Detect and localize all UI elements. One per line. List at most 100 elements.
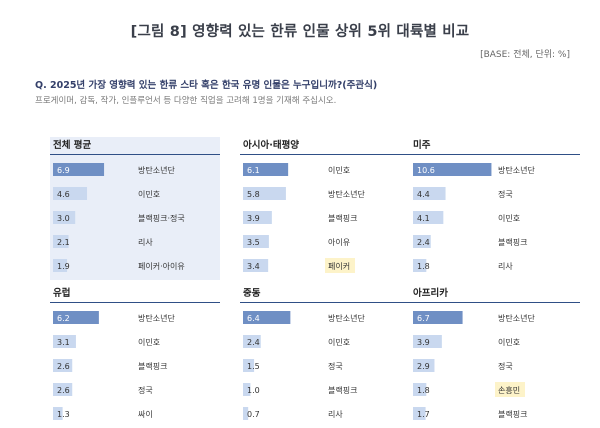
panel-europe: 유럽 6.2 방탄소년단 3.1 이민호 2.6 블랙핑크 2.6 정국 1.3 싸이 (50, 285, 220, 428)
value-label: 6.4 (247, 314, 260, 323)
category-label: 페이커·아이유 (138, 261, 185, 271)
category-label: 손흥민 (498, 385, 520, 395)
category-label: 리사 (138, 238, 153, 247)
bar (243, 259, 269, 272)
bar (413, 235, 431, 248)
panel-overall: 전체 평균 6.9 방탄소년단 4.6 이민호 3.0 블랙핑크·정국 2.1 리사 1.9 페이… (50, 137, 220, 280)
bar (243, 311, 291, 324)
value-label: 1.5 (247, 362, 260, 371)
bar (53, 311, 99, 324)
value-label: 5.8 (247, 190, 260, 199)
panel-asia-pacific: 아시아·태평양 6.1 이민호 5.8 방탄소년단 3.9 블랙핑크 3.5 아이유 3.4 페이… (240, 137, 410, 280)
bar (53, 187, 88, 200)
bar (243, 383, 251, 396)
value-label: 3.9 (247, 214, 260, 223)
category-label: 이민호 (138, 189, 160, 199)
bar (53, 383, 73, 396)
panel-title: 전체 평균 (50, 137, 220, 155)
bar (413, 211, 444, 224)
category-label: 정국 (498, 361, 513, 371)
bar (53, 163, 105, 176)
value-label: 6.2 (57, 314, 70, 323)
category-label: 이민호 (498, 337, 520, 347)
bar (243, 187, 286, 200)
bar (53, 407, 63, 420)
value-label: 3.1 (57, 338, 70, 347)
value-label: 6.1 (247, 166, 260, 175)
category-label: 블랙핑크 (328, 213, 357, 223)
panel-middle-east: 중동 6.4 방탄소년단 2.4 이민호 1.5 정국 1.0 블랙핑크 0.7 리사 (240, 285, 410, 428)
bar (243, 235, 269, 248)
value-label: 2.4 (247, 338, 260, 347)
value-label: 2.1 (57, 238, 70, 247)
base-note: [BASE: 전체, 단위: %] (480, 50, 570, 60)
value-label: 2.9 (417, 362, 430, 371)
bar (243, 211, 272, 224)
panel-americas: 미주 10.6 방탄소년단 4.4 정국 4.1 이민호 2.4 블랙핑크 1.8 리사 (410, 137, 580, 280)
panel-title: 아시아·태평양 (240, 137, 410, 155)
bar (53, 211, 76, 224)
value-label: 3.9 (417, 338, 430, 347)
category-label: 페이커 (328, 261, 350, 271)
category-label: 방탄소년단 (328, 189, 365, 199)
value-label: 3.4 (247, 262, 260, 271)
category-label: 정국 (328, 361, 343, 371)
category-label: 정국 (498, 189, 513, 199)
value-label: 4.6 (57, 190, 70, 199)
value-label: 3.0 (57, 214, 70, 223)
category-label: 이민호 (328, 165, 350, 175)
category-label: 방탄소년단 (328, 313, 365, 323)
category-label: 정국 (138, 385, 153, 395)
value-label: 2.6 (57, 386, 70, 395)
question-text: Q. 2025년 가장 영향력 있는 한류 스타 혹은 한국 유명 인물은 누구… (35, 80, 378, 91)
panel-africa: 아프리카 6.7 방탄소년단 3.9 이민호 2.9 정국 1.8 손흥민 1.7 블랙핑크 (410, 285, 580, 428)
highlight-box (495, 382, 525, 397)
bar (53, 235, 69, 248)
category-label: 방탄소년단 (498, 313, 535, 323)
bar (413, 187, 446, 200)
category-label: 이민호 (498, 213, 520, 223)
category-label: 이민호 (138, 337, 160, 347)
value-label: 2.6 (57, 362, 70, 371)
value-label: 1.8 (417, 386, 430, 395)
value-label: 2.4 (417, 238, 430, 247)
bar (243, 335, 261, 348)
value-label: 4.1 (417, 214, 430, 223)
category-label: 블랙핑크 (138, 361, 167, 371)
bar-chart-overall: 6.9 방탄소년단 4.6 이민호 3.0 블랙핑크·정국 2.1 리사 1.9 페이커·아이유 (53, 163, 185, 272)
value-label: 10.6 (417, 166, 435, 175)
bar (413, 259, 427, 272)
bar (413, 335, 442, 348)
bar (243, 163, 289, 176)
panel-title: 아프리카 (410, 285, 580, 303)
question-subtext: 프로게이머, 감독, 작가, 인플루언서 등 다양한 직업을 고려해 1명을 기… (35, 96, 337, 106)
category-label: 방탄소년단 (498, 165, 535, 175)
category-label: 리사 (498, 262, 513, 271)
panel-title: 미주 (410, 137, 580, 155)
value-label: 4.4 (417, 190, 430, 199)
bar (53, 359, 73, 372)
panel-title: 유럽 (50, 285, 220, 303)
figure-page: { "header": { "title": "[그림 8] 영향력 있는 한류… (35, 24, 580, 420)
category-label: 블랙핑크 (498, 237, 527, 247)
value-label: 6.9 (57, 166, 70, 175)
panel-title: 중동 (240, 285, 410, 303)
category-label: 싸이 (138, 409, 153, 419)
value-label: 1.8 (417, 262, 430, 271)
highlight-box (325, 258, 355, 273)
category-label: 방탄소년단 (138, 165, 175, 175)
value-label: 6.7 (417, 314, 430, 323)
bar (53, 335, 76, 348)
bar (53, 259, 68, 272)
bar (413, 383, 427, 396)
figure-title: [그림 8] 영향력 있는 한류 인물 상위 5위 대륙별 비교 (130, 24, 470, 40)
bar (413, 359, 435, 372)
bar-chart-americas: 10.6 방탄소년단 4.4 정국 4.1 이민호 2.4 블랙핑크 1.8 리사 (413, 163, 535, 272)
category-label: 블랙핑크 (328, 385, 357, 395)
category-label: 블랙핑크 (498, 409, 527, 419)
bar (413, 311, 463, 324)
category-label: 블랙핑크·정국 (138, 213, 185, 223)
